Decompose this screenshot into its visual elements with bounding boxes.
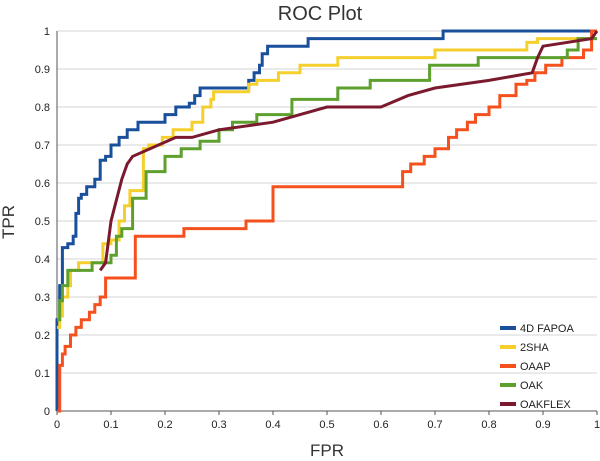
x-tick-label: 0.3 <box>211 419 226 431</box>
y-axis-title: TPR <box>0 205 18 239</box>
series-line-oakflex <box>98 30 599 272</box>
y-tick-label: 0.5 <box>35 216 50 228</box>
chart-title: ROC Plot <box>278 3 363 25</box>
y-tick-label: 0.1 <box>35 368 50 380</box>
y-tick-label: 0.9 <box>35 64 50 76</box>
y-tick-label: 0.4 <box>35 254 50 266</box>
y-tick-label: 0.8 <box>35 102 50 114</box>
legend-label: OAKFLEX <box>520 399 571 411</box>
legend-label: 4D FAPOA <box>520 323 574 335</box>
y-tick-label: 0.3 <box>35 292 50 304</box>
x-tick-label: 0.6 <box>373 419 388 431</box>
x-tick-label: 0.5 <box>319 419 334 431</box>
legend: 4D FAPOA 2SHA OAAP OAK OAKFLEX <box>500 323 574 411</box>
series-line-4d-fapoa <box>55 29 597 411</box>
x-tick-label: 0.4 <box>265 419 280 431</box>
series-lines <box>55 29 599 413</box>
y-tick-label: 1 <box>44 26 50 38</box>
y-tick-label: 0.6 <box>35 178 50 190</box>
x-tick-label: 0.7 <box>427 419 442 431</box>
x-tick-label: 1 <box>594 419 600 431</box>
tick-labels: 0 0.1 0.2 0.3 0.4 0.5 0.6 0.7 0.8 0.9 1 0 0.1 0.2 0.3 0… <box>35 26 600 431</box>
series-line-oaap <box>57 29 597 413</box>
legend-label: OAAP <box>520 361 551 373</box>
x-axis-title: FPR <box>310 441 344 460</box>
y-tick-label: 0.7 <box>35 140 50 152</box>
legend-label: 2SHA <box>520 342 549 354</box>
x-tick-label: 0 <box>54 419 60 431</box>
y-tick-label: 0 <box>44 406 50 418</box>
y-tick-label: 0.2 <box>35 330 50 342</box>
legend-label: OAK <box>520 380 544 392</box>
x-tick-label: 0.9 <box>535 419 550 431</box>
x-tick-label: 0.1 <box>103 419 118 431</box>
x-tick-label: 0.8 <box>481 419 496 431</box>
series-line-oak <box>57 37 597 322</box>
x-tick-label: 0.2 <box>157 419 172 431</box>
